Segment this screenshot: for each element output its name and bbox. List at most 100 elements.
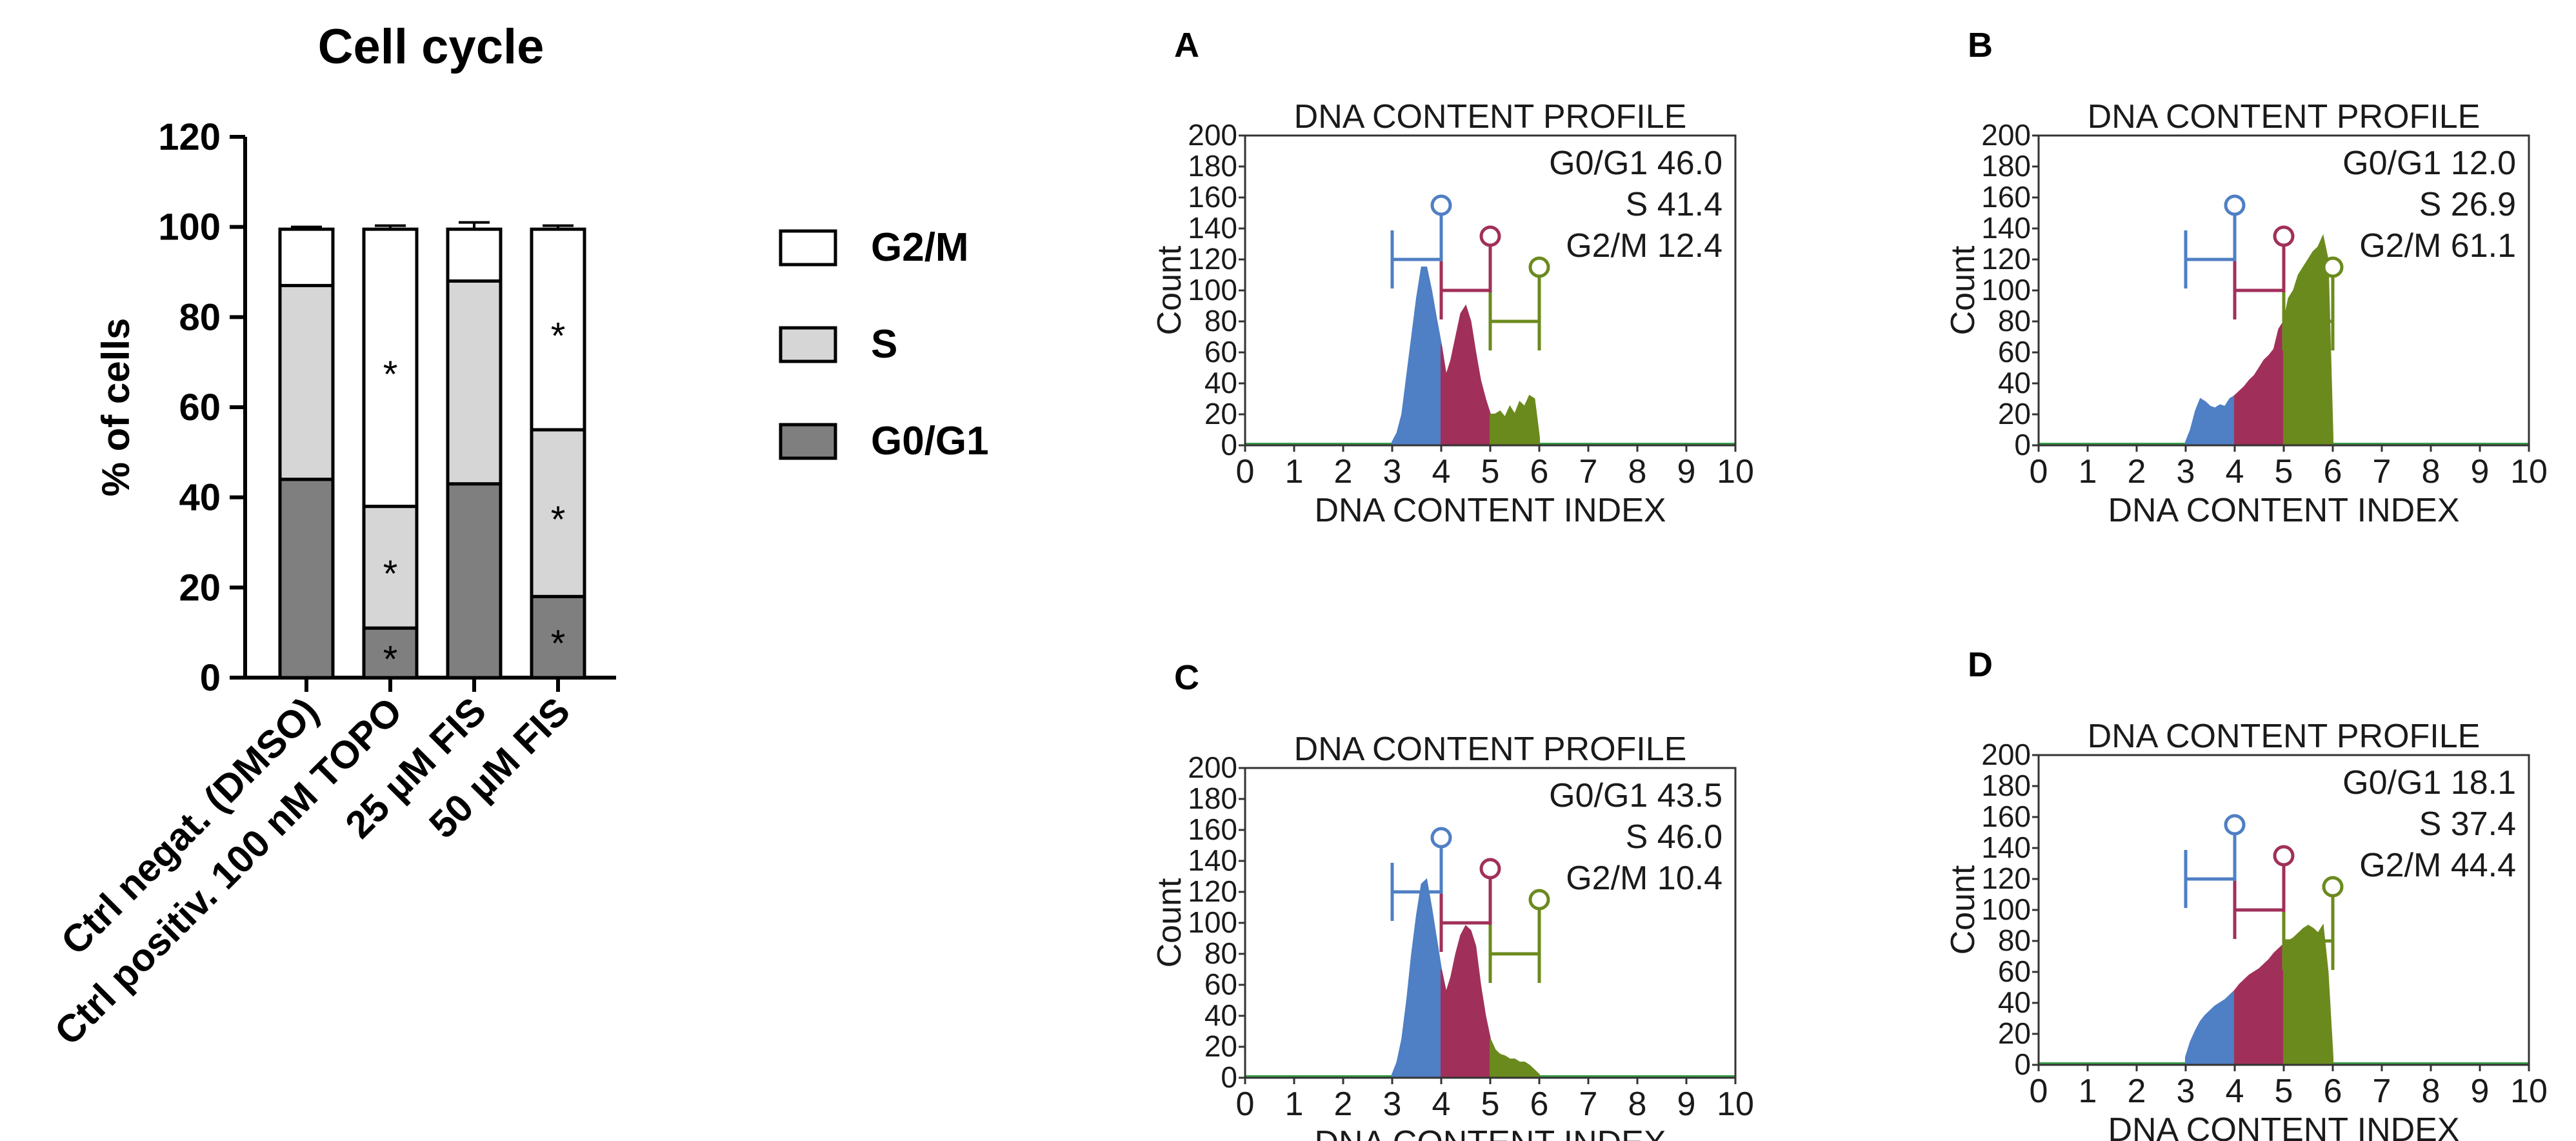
bar-y-tick-label: 120 bbox=[158, 116, 221, 158]
histogram-y-tick-label: 20 bbox=[1998, 1016, 2031, 1050]
histogram-xlabel: DNA CONTENT INDEX bbox=[2108, 492, 2459, 529]
bar-segment-g0-g1 bbox=[278, 478, 335, 680]
histogram-stat: S 26.9 bbox=[2419, 186, 2516, 223]
panel-letter: A bbox=[1174, 26, 1199, 65]
histogram-area-s bbox=[1441, 925, 1491, 1078]
histogram-area-g2-m bbox=[1490, 394, 1540, 446]
histogram-y-tick-label: 60 bbox=[1998, 335, 2031, 369]
histogram-y-tick-label: 120 bbox=[1188, 242, 1237, 276]
histogram-frame bbox=[1244, 134, 1737, 447]
legend-label: G0/G1 bbox=[871, 419, 989, 463]
bar-segment-g2-m bbox=[278, 227, 335, 287]
histogram-y-tick-label: 80 bbox=[1998, 924, 2031, 957]
histogram-x-tick-label: 0 bbox=[1236, 453, 1255, 490]
significance-star: * bbox=[551, 499, 566, 541]
bar-segment-s bbox=[278, 283, 335, 481]
bar-y-tick-label: 60 bbox=[179, 387, 221, 429]
histogram-x-tick-label: 5 bbox=[1481, 1085, 1500, 1123]
histogram-x-tick-label: 6 bbox=[2324, 453, 2342, 490]
histogram-stat: G0/G1 43.5 bbox=[1549, 777, 1722, 814]
histogram-y-tick-label: 200 bbox=[1981, 118, 2031, 152]
histogram-y-tick-label: 40 bbox=[1204, 998, 1237, 1032]
histogram-y-tick-label: 160 bbox=[1981, 180, 2031, 214]
histogram-x-tick-label: 6 bbox=[1530, 1085, 1549, 1123]
gate-marker bbox=[2224, 814, 2246, 836]
legend-swatch bbox=[779, 326, 837, 363]
histogram-x-tick-label: 2 bbox=[2128, 453, 2146, 490]
bar-y-tick-label: 0 bbox=[200, 657, 221, 699]
histogram-y-tick-label: 180 bbox=[1981, 769, 2031, 802]
histogram-x-tick-label: 6 bbox=[1530, 453, 1549, 490]
histogram-stat: G0/G1 12.0 bbox=[2342, 145, 2516, 182]
gate-marker bbox=[1479, 858, 1501, 880]
histogram-x-tick-label: 0 bbox=[1236, 1085, 1255, 1123]
histogram-x-tick-label: 2 bbox=[2128, 1073, 2146, 1110]
histogram-x-tick-label: 3 bbox=[2177, 453, 2195, 490]
histogram-y-tick-label: 0 bbox=[1221, 1060, 1237, 1094]
histogram-x-tick-label: 7 bbox=[1579, 453, 1598, 490]
significance-star: * bbox=[383, 553, 398, 595]
bar-chart-title: Cell cycle bbox=[318, 19, 544, 74]
histogram-ylabel: Count bbox=[1944, 865, 1982, 954]
histogram-x-tick-label: 10 bbox=[1717, 453, 1754, 490]
histogram-xlabel: DNA CONTENT INDEX bbox=[2108, 1111, 2459, 1141]
histogram-y-tick-label: 140 bbox=[1188, 211, 1237, 245]
bar-category-label: Ctrl positiv. 100 nM TOPO bbox=[46, 689, 410, 1053]
histogram-area-s bbox=[2234, 319, 2284, 446]
histogram-y-tick-label: 40 bbox=[1204, 366, 1237, 399]
panel-letter: B bbox=[1968, 26, 1993, 65]
histogram-x-tick-label: 3 bbox=[2177, 1073, 2195, 1110]
gate-marker bbox=[2273, 225, 2295, 247]
histogram-x-tick-label: 7 bbox=[1579, 1085, 1598, 1123]
histogram-x-tick-label: 1 bbox=[1285, 1085, 1304, 1123]
significance-star: * bbox=[551, 316, 566, 358]
legend-swatch bbox=[779, 229, 837, 267]
histogram-xlabel: DNA CONTENT INDEX bbox=[1314, 1124, 1666, 1141]
bar-segment-g0-g1 bbox=[530, 594, 586, 680]
histogram-x-tick-label: 9 bbox=[2471, 453, 2490, 490]
legend-swatch bbox=[779, 423, 837, 460]
histogram-title: DNA CONTENT PROFILE bbox=[2088, 718, 2481, 755]
histogram-y-tick-label: 20 bbox=[1204, 1029, 1237, 1063]
histogram-x-tick-label: 4 bbox=[2226, 1073, 2244, 1110]
histogram-y-tick-label: 140 bbox=[1188, 843, 1237, 877]
gate-marker bbox=[1528, 889, 1550, 911]
histogram-y-tick-label: 100 bbox=[1188, 273, 1237, 307]
bar-y-tick-label: 20 bbox=[179, 567, 221, 609]
histogram-stat: G0/G1 46.0 bbox=[1549, 145, 1722, 182]
gate-marker bbox=[1430, 827, 1452, 849]
histogram-x-tick-label: 2 bbox=[1334, 453, 1353, 490]
gate-marker bbox=[2322, 876, 2344, 898]
bar-segment-g2-m bbox=[530, 227, 586, 432]
histogram-x-tick-label: 8 bbox=[2422, 1073, 2441, 1110]
histogram-area-g0-g1 bbox=[2185, 989, 2235, 1065]
histogram-xlabel: DNA CONTENT INDEX bbox=[1314, 492, 1666, 529]
histogram-x-tick-label: 10 bbox=[2510, 1073, 2548, 1110]
histogram-y-tick-label: 200 bbox=[1981, 738, 2031, 771]
histogram-y-tick-label: 80 bbox=[1204, 304, 1237, 338]
histogram-area-g2-m bbox=[1490, 1038, 1540, 1078]
gate-marker bbox=[1430, 194, 1452, 216]
bar-segment-g0-g1 bbox=[446, 482, 503, 680]
histogram-x-tick-label: 1 bbox=[2079, 453, 2097, 490]
histogram-x-tick-label: 3 bbox=[1383, 1085, 1402, 1123]
histogram-x-tick-label: 0 bbox=[2030, 1073, 2048, 1110]
histogram-area-s bbox=[1441, 304, 1491, 446]
histogram-y-tick-label: 140 bbox=[1981, 831, 2031, 864]
histogram-stat: S 41.4 bbox=[1626, 186, 1722, 223]
histogram-y-tick-label: 80 bbox=[1204, 936, 1237, 970]
histogram-x-tick-label: 5 bbox=[2275, 1073, 2293, 1110]
bar-y-tick-label: 80 bbox=[179, 296, 221, 338]
histogram-x-tick-label: 1 bbox=[1285, 453, 1304, 490]
histogram-y-tick-label: 100 bbox=[1981, 893, 2031, 926]
histogram-x-tick-label: 3 bbox=[1383, 453, 1402, 490]
bar-y-tick-label: 100 bbox=[158, 207, 221, 248]
histogram-y-tick-label: 40 bbox=[1998, 985, 2031, 1019]
histogram-x-tick-label: 9 bbox=[1677, 453, 1696, 490]
